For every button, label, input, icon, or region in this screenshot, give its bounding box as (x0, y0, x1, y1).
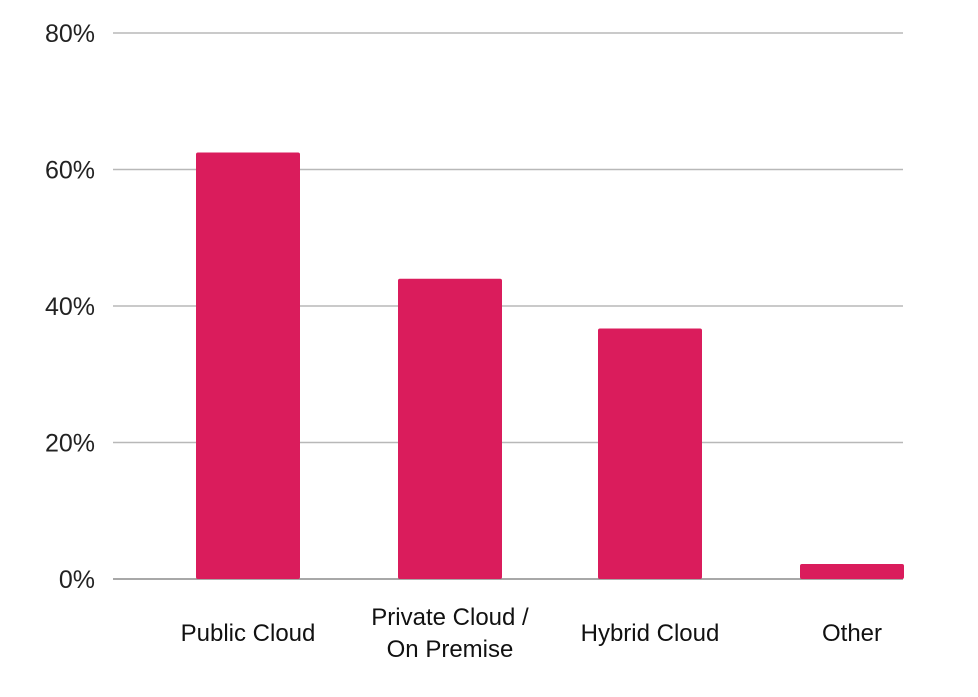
x-category-label: Hybrid Cloud (581, 620, 720, 647)
y-tick-label: 60% (45, 157, 95, 185)
x-category-label-line: On Premise (387, 636, 514, 663)
x-category-label-line: Hybrid Cloud (581, 620, 720, 647)
x-category-label: Private Cloud / On Premise (371, 604, 529, 663)
y-tick-label: 0% (59, 566, 95, 594)
x-axis-category-labels: Public Cloud Private Cloud / On Premise Hyb… (181, 604, 882, 663)
bar (800, 563, 904, 579)
x-category-label: Other (822, 620, 882, 647)
x-category-label-line: Public Cloud (181, 620, 316, 647)
x-category-label-line: Other (822, 620, 882, 647)
y-tick-label: 80% (45, 20, 95, 48)
bar (598, 328, 702, 579)
bar (196, 152, 300, 579)
y-tick-label: 40% (45, 293, 95, 321)
y-axis-ticks: 0% 20% 40% 60% 80% (45, 20, 95, 594)
x-category-label-line: Private Cloud / (371, 604, 529, 631)
bars (196, 152, 904, 579)
x-category-label: Public Cloud (181, 620, 316, 647)
bar (398, 278, 502, 579)
y-tick-label: 20% (45, 430, 95, 458)
